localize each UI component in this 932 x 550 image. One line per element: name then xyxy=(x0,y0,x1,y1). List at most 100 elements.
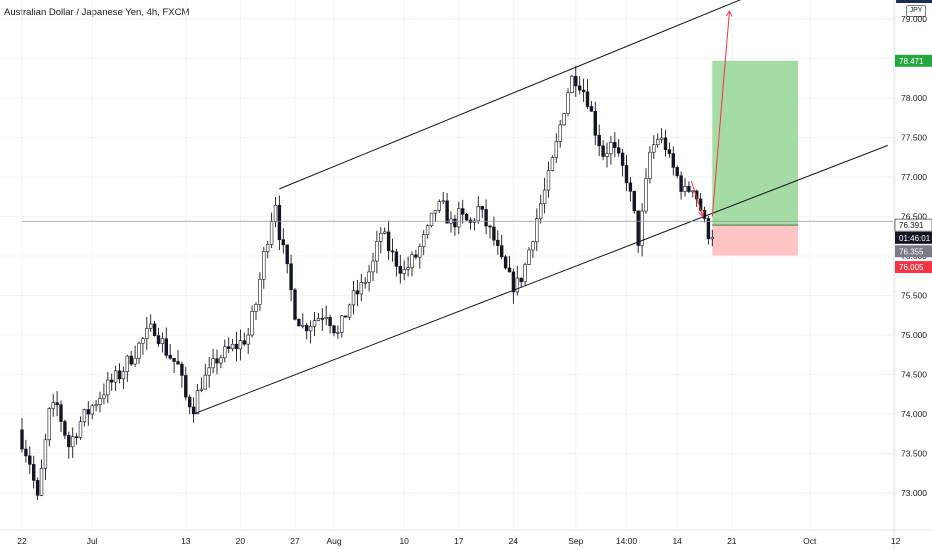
candle-body xyxy=(234,343,239,350)
candle-body xyxy=(652,144,656,153)
candle-body xyxy=(207,367,211,376)
lower-channel-line xyxy=(193,144,888,415)
candle-body xyxy=(250,311,254,336)
price-tick-label: 74.000 xyxy=(901,409,927,419)
candle-body xyxy=(262,251,266,280)
candle-body xyxy=(227,346,231,349)
currency-badge[interactable]: JPY xyxy=(906,5,926,17)
small-down-arrow-head xyxy=(698,210,705,218)
candle-body xyxy=(421,234,426,247)
candle-body xyxy=(632,190,637,212)
candle-body xyxy=(648,151,652,179)
time-tick-label: 27 xyxy=(290,536,300,546)
candle-body xyxy=(164,338,168,356)
candle-body xyxy=(312,320,317,327)
candle-body xyxy=(106,379,110,396)
candle-body xyxy=(507,267,512,273)
candle-body xyxy=(542,189,547,204)
candle-body xyxy=(98,398,102,405)
candle-body xyxy=(609,142,613,154)
candle-body xyxy=(293,289,297,320)
candle-body xyxy=(43,439,48,469)
candle-body xyxy=(211,358,215,369)
candle-body xyxy=(480,206,484,210)
price-tick-label: 77.000 xyxy=(901,172,927,182)
candle-body xyxy=(74,436,79,439)
candle-body xyxy=(655,139,660,146)
candle-body xyxy=(39,468,44,496)
time-tick-label: 17 xyxy=(454,536,464,546)
candle-body xyxy=(616,147,621,154)
candle-body xyxy=(546,170,551,191)
candle-body xyxy=(636,210,640,246)
time-tick-label: Aug xyxy=(326,536,341,546)
position-zones xyxy=(712,60,799,256)
candle-body xyxy=(581,89,586,93)
candle-body xyxy=(531,241,535,251)
candle-body xyxy=(457,208,461,228)
candle-body xyxy=(375,241,379,262)
candle-body xyxy=(145,328,149,339)
candle-body xyxy=(269,221,274,245)
candle-body xyxy=(371,260,375,273)
price-tick-label: 74.500 xyxy=(901,370,927,380)
candle-body xyxy=(254,304,258,312)
candle-body xyxy=(418,246,422,258)
candle-body xyxy=(324,317,328,319)
time-tick-label: 21 xyxy=(727,536,737,546)
candle-body xyxy=(137,342,141,359)
candle-body xyxy=(429,212,434,227)
candle-body xyxy=(195,390,200,415)
candle-body xyxy=(199,388,204,391)
candle-body xyxy=(441,200,445,203)
time-tick-label: 24 xyxy=(509,536,519,546)
time-axis[interactable]: 22 Jul 13 20 27 Aug 10 17 24 Sep 14:00 14 21 Oct 12 xyxy=(0,529,932,546)
candle-body xyxy=(511,271,516,293)
price-tick-label: 73.000 xyxy=(901,488,927,498)
candle-body xyxy=(129,355,133,365)
time-tick-label: 22 xyxy=(17,536,27,546)
candle-body xyxy=(328,317,332,327)
candle-body xyxy=(363,282,367,284)
candle-body xyxy=(488,225,492,228)
candle-body xyxy=(63,421,67,436)
candle-body xyxy=(219,357,223,364)
target-price-tag: 78.471 xyxy=(899,57,924,66)
candle-body xyxy=(570,76,574,93)
candle-body xyxy=(273,204,278,222)
candle-body xyxy=(86,409,91,415)
candle-body xyxy=(35,480,40,496)
candle-body xyxy=(320,318,324,320)
candle-body xyxy=(562,113,566,126)
candle-body xyxy=(51,402,55,409)
candle-body xyxy=(156,335,161,344)
candle-body xyxy=(394,251,399,267)
candle-body xyxy=(574,76,578,87)
upper-channel-line xyxy=(279,0,742,190)
candle-body xyxy=(523,264,527,283)
time-tick-label: Oct xyxy=(803,536,817,546)
candle-body xyxy=(484,209,488,227)
candle-body xyxy=(675,167,679,177)
candle-body xyxy=(336,332,340,334)
candle-body xyxy=(238,340,243,350)
candle-body xyxy=(31,464,36,481)
candle-body xyxy=(191,406,196,415)
candle-body xyxy=(90,405,94,415)
time-tick-label: Jul xyxy=(87,536,98,546)
candle-body xyxy=(663,137,668,150)
projection-arrow-head xyxy=(725,10,733,17)
candle-body xyxy=(203,374,207,390)
candle-body xyxy=(184,375,188,398)
small-down-arrow xyxy=(690,180,704,217)
candle-body xyxy=(277,204,282,240)
price-axis[interactable]: 73.000 73.500 74.000 74.500 75.000 75.500 76.0… xyxy=(893,0,927,550)
trendlines[interactable] xyxy=(22,0,896,415)
target-zone xyxy=(712,60,799,226)
candle-body xyxy=(414,254,418,258)
candle-body xyxy=(308,325,313,332)
projection-arrow xyxy=(711,11,730,217)
candle-body xyxy=(538,203,543,219)
candle-body xyxy=(613,142,617,149)
